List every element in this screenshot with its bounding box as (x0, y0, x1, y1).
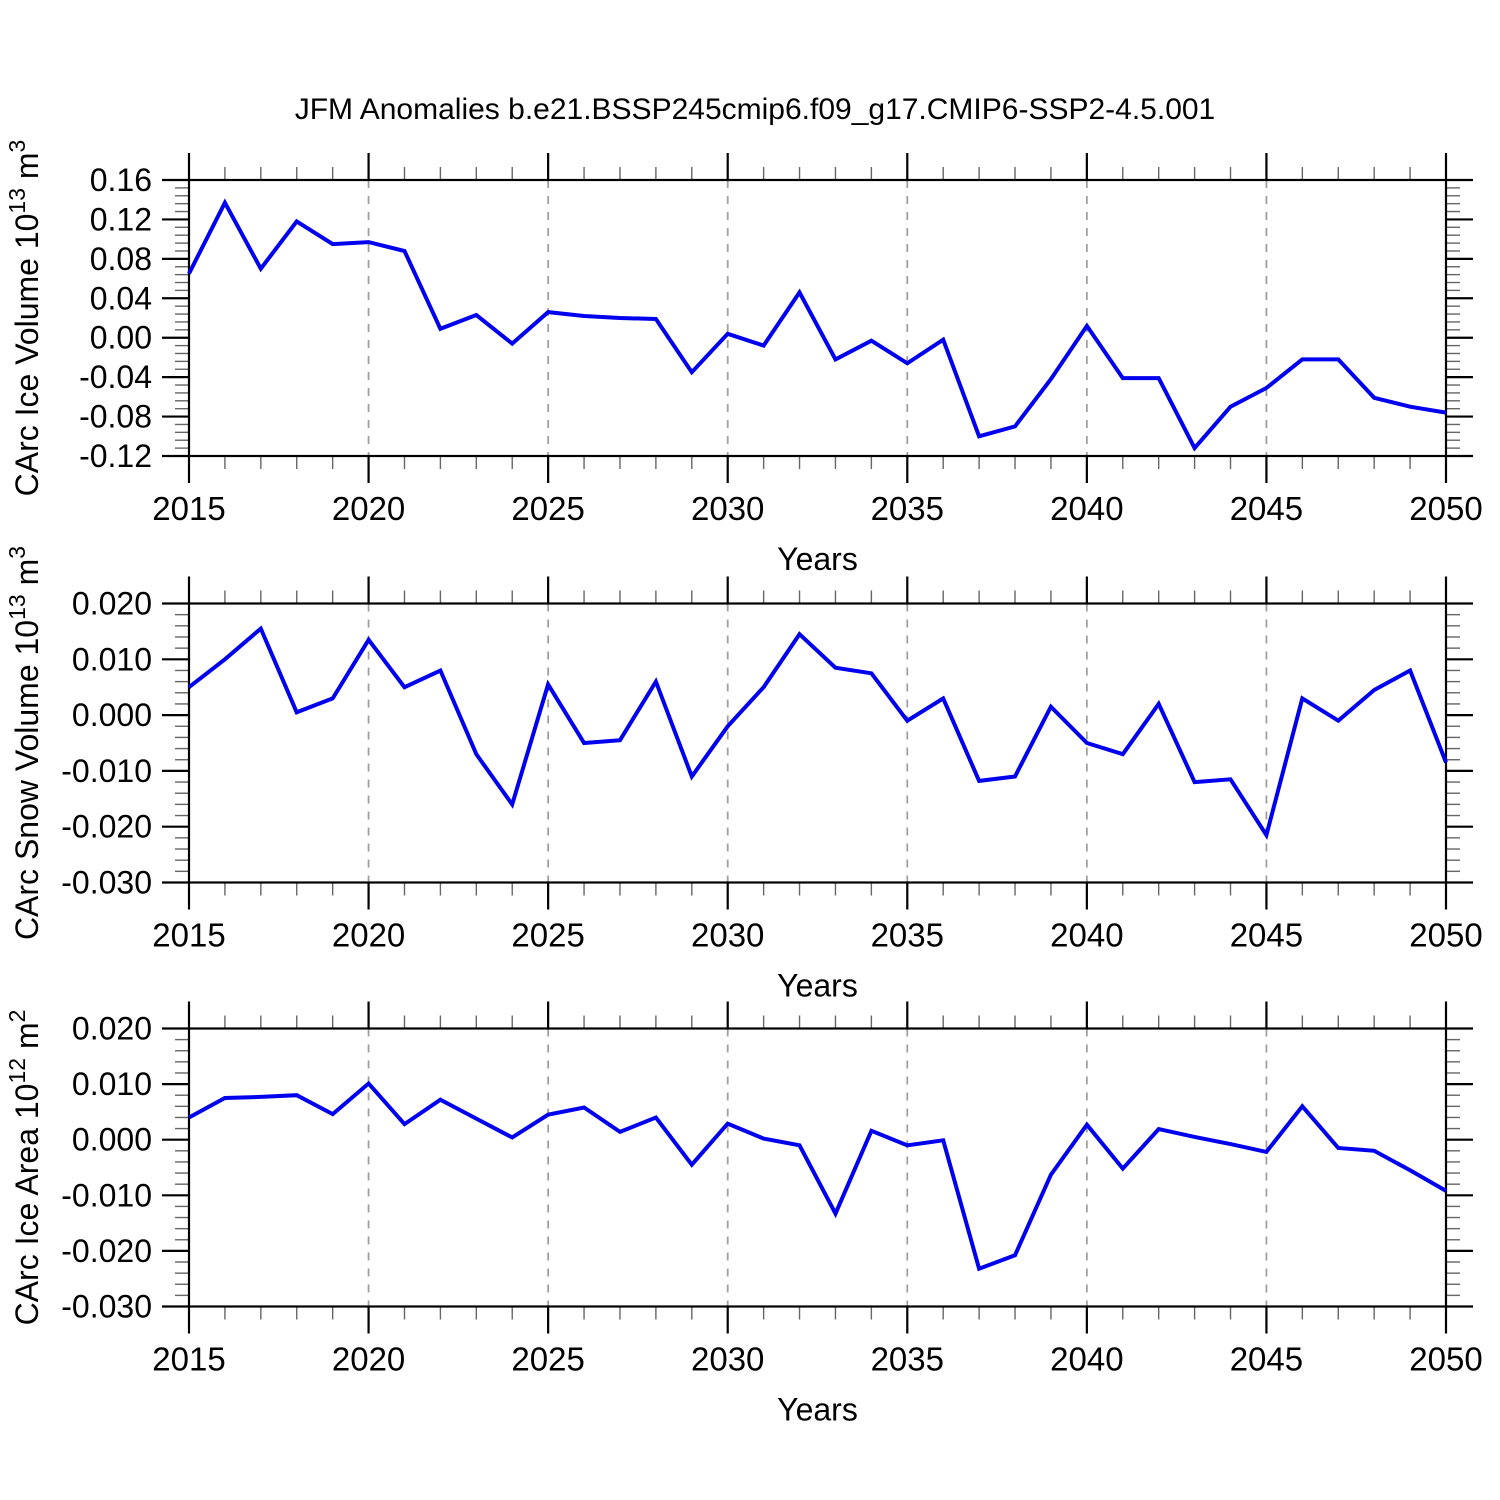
x-axis-title: Years (777, 968, 858, 1004)
panel-carc-ice-area: 2015 2020 2025 2030 2035 2040 2045 2050 -0.030 -0… (4, 1001, 1483, 1428)
x-tick-label: 2035 (871, 917, 944, 954)
panel-border (187, 178, 1448, 458)
y-axis-title: CArc Snow Volume 1013 m3 (4, 546, 45, 940)
y-tick-label: -0.010 (61, 1177, 152, 1213)
y-tick-label: -0.010 (61, 753, 152, 789)
y-tick-label: -0.030 (61, 865, 152, 901)
y-tick-label: 0.010 (72, 1066, 152, 1102)
y-tick-label: 0.00 (90, 320, 152, 356)
x-tick-label: 2015 (152, 917, 225, 954)
x-tick-label: 2025 (511, 490, 584, 527)
y-tick-label: 0.000 (72, 697, 152, 733)
y-axis-title: CArc Ice Area 1012 m2 (4, 1010, 45, 1326)
x-tick-label: 2020 (332, 490, 405, 527)
y-tick-label: 0.000 (72, 1122, 152, 1158)
x-tick-label: 2030 (691, 917, 764, 954)
x-tick-label: 2050 (1409, 490, 1482, 527)
panel-carc-ice-volume: 2015 2020 2025 2030 2035 2040 2045 2050-0.12-0.… (4, 140, 1483, 577)
x-tick-label: 2050 (1409, 917, 1482, 954)
y-tick-label: 0.08 (90, 241, 152, 277)
x-tick-label: 2045 (1230, 917, 1303, 954)
panel-carc-snow-volume: 2015 2020 2025 2030 2035 2040 2045 2050 -0.030 -0… (4, 546, 1483, 1004)
y-tick-label: 0.020 (72, 1011, 152, 1047)
y-tick-label: -0.04 (79, 359, 152, 395)
x-tick-label: 2040 (1050, 1341, 1123, 1378)
x-tick-label: 2015 (152, 490, 225, 527)
data-series-line-carc-ice-area (188, 1080, 1447, 1272)
x-axis-title: Years (777, 1392, 858, 1428)
x-tick-label: 2035 (871, 490, 944, 527)
x-tick-label: 2035 (871, 1341, 944, 1378)
chart-title: JFM Anomalies b.e21.BSSP245cmip6.f09_g17… (295, 93, 1216, 126)
data-series-line-carc-ice-volume (187, 198, 1447, 452)
x-axis-title: Years (777, 541, 858, 577)
x-tick-label: 2030 (691, 490, 764, 527)
y-tick-label: 0.010 (72, 641, 152, 677)
x-tick-label: 2020 (332, 1341, 405, 1378)
y-tick-label: 0.020 (72, 586, 152, 622)
x-tick-label: 2040 (1050, 917, 1123, 954)
y-tick-label: -0.020 (61, 1233, 152, 1269)
x-tick-label: 2025 (511, 917, 584, 954)
x-tick-label: 2030 (691, 1341, 764, 1378)
panel-border (187, 602, 1448, 884)
chart-panels: 2015 2020 2025 2030 2035 2040 2045 2050-0.12-0.… (4, 140, 1483, 1428)
x-tick-label: 2050 (1409, 1341, 1482, 1378)
x-tick-label: 2040 (1050, 490, 1123, 527)
x-tick-label: 2045 (1230, 1341, 1303, 1378)
y-tick-label: -0.08 (79, 399, 152, 435)
x-tick-label: 2025 (511, 1341, 584, 1378)
x-tick-label: 2020 (332, 917, 405, 954)
panel-border (187, 1027, 1448, 1308)
y-tick-label: -0.12 (79, 438, 152, 474)
y-tick-label: 0.04 (90, 280, 152, 316)
x-tick-label: 2015 (152, 1341, 225, 1378)
y-tick-label: 0.12 (90, 201, 152, 237)
x-tick-label: 2045 (1230, 490, 1303, 527)
y-tick-label: -0.020 (61, 809, 152, 845)
y-axis-title: CArc Ice Volume 1013 m3 (4, 140, 45, 497)
data-series-line-carc-snow-volume (187, 625, 1448, 841)
y-tick-label: 0.16 (90, 162, 152, 198)
y-tick-label: -0.030 (61, 1289, 152, 1325)
